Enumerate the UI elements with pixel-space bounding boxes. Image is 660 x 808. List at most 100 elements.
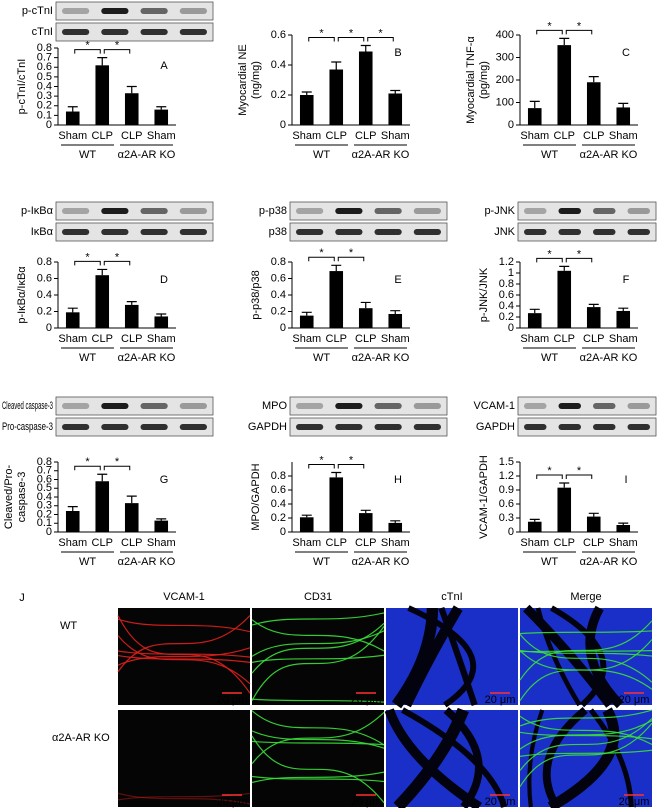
bar [358,51,373,125]
group-label: α2A-AR KO [352,352,410,364]
significance-label: * [547,465,552,477]
blot-band [101,8,129,14]
significance-label: * [349,454,354,466]
blot-band [140,229,168,235]
blot-band [558,229,581,235]
blot-band [524,424,547,430]
x-tick-label: CLP [121,333,142,345]
blot-band [296,424,324,430]
blot-band [335,424,363,430]
micrograph-fiber [519,709,653,727]
y-axis-label: MPO/GAPDH [250,463,262,530]
micrograph-fiber [251,630,385,657]
blot-label: p38 [269,226,287,238]
bar [616,107,631,125]
error-bar [618,102,629,108]
group-label: WT [541,556,558,568]
blot-band [62,229,90,235]
group-label: WT [313,352,330,364]
x-tick-label: CLP [121,130,142,142]
significance-bracket [565,257,593,263]
blot-band [179,208,207,214]
bar [557,270,572,328]
micrograph-gap [391,607,439,709]
micrograph-fiber [519,749,653,757]
micrograph-fiber [117,615,251,673]
group-label: α2A-AR KO [580,149,638,161]
blot-strip [517,222,657,242]
error-bar [588,303,599,308]
scale-bar-label: 20 μm [217,796,248,808]
bar [124,304,139,328]
blot-band [101,229,129,235]
x-tick-label: CLP [121,537,142,549]
bar [329,477,344,532]
error-bar [97,57,108,66]
column-header: Merge [570,591,601,603]
micrograph-fiber [251,625,385,701]
bar [616,525,631,532]
x-tick-label: CLP [92,333,113,345]
micrograph [252,710,384,807]
y-tick-label: 1.2 [499,256,514,268]
y-tick-label: 0.8 [37,256,52,268]
blot-band [627,424,650,430]
y-tick-label: 0.6 [499,289,514,301]
bar [65,111,80,125]
group-label: α2A-AR KO [580,352,638,364]
y-tick-label: 1.5 [499,456,514,468]
bar [329,271,344,328]
error-bar [559,265,570,271]
column-header: CD31 [304,591,332,603]
error-bar [126,85,137,94]
micrograph-gap [550,605,607,708]
bar [586,516,601,532]
significance-bracket [536,474,563,479]
x-tick-label: Sham [58,333,87,345]
significance-bracket [565,29,593,35]
error-bar [618,307,629,311]
micrograph-fiber [519,633,653,683]
significance-label: * [577,20,582,32]
micrograph [118,710,250,807]
micrograph-fiber [251,622,385,674]
x-tick-label: Sham [147,537,176,549]
blot-strip [517,417,657,437]
x-tick-label: Sham [381,537,410,549]
blot-band [593,424,616,430]
panel-letter: D [160,274,168,286]
blot-band [558,208,581,214]
micrograph-gap [438,606,478,706]
x-tick-label: Sham [147,333,176,345]
scale-bar-label: 20 μm [351,796,382,808]
micrograph-fiber [519,717,653,771]
significance-label: * [115,40,120,52]
significance-label: * [85,40,90,52]
micrograph-fiber [117,792,251,805]
x-tick-label: Sham [147,130,176,142]
y-tick-label: 0.8 [499,278,514,290]
bar [124,93,139,125]
group-label: α2A-AR KO [580,556,638,568]
blot-label: p-IκBα [21,205,54,217]
y-tick-label: 0.6 [271,272,286,284]
x-tick-label: CLP [92,130,113,142]
blot-strip [289,417,448,437]
x-tick-label: Sham [520,537,549,549]
y-axis-label: p-JNK/JNK [478,267,490,322]
blot-label: MPO [262,400,288,412]
y-tick-label: 0.2 [37,100,52,112]
micrograph-gap [588,708,634,808]
significance-bracket [103,465,131,471]
y-tick-label: 0 [508,322,514,334]
micrograph-fiber [251,612,385,626]
error-bar [301,91,312,95]
blot-band [296,403,324,409]
significance-label: * [319,247,324,259]
significance-bracket [74,465,101,471]
y-tick-label: 0.3 [499,512,514,524]
significance-label: * [378,27,383,39]
bar [388,313,403,328]
blot-band [101,208,129,214]
